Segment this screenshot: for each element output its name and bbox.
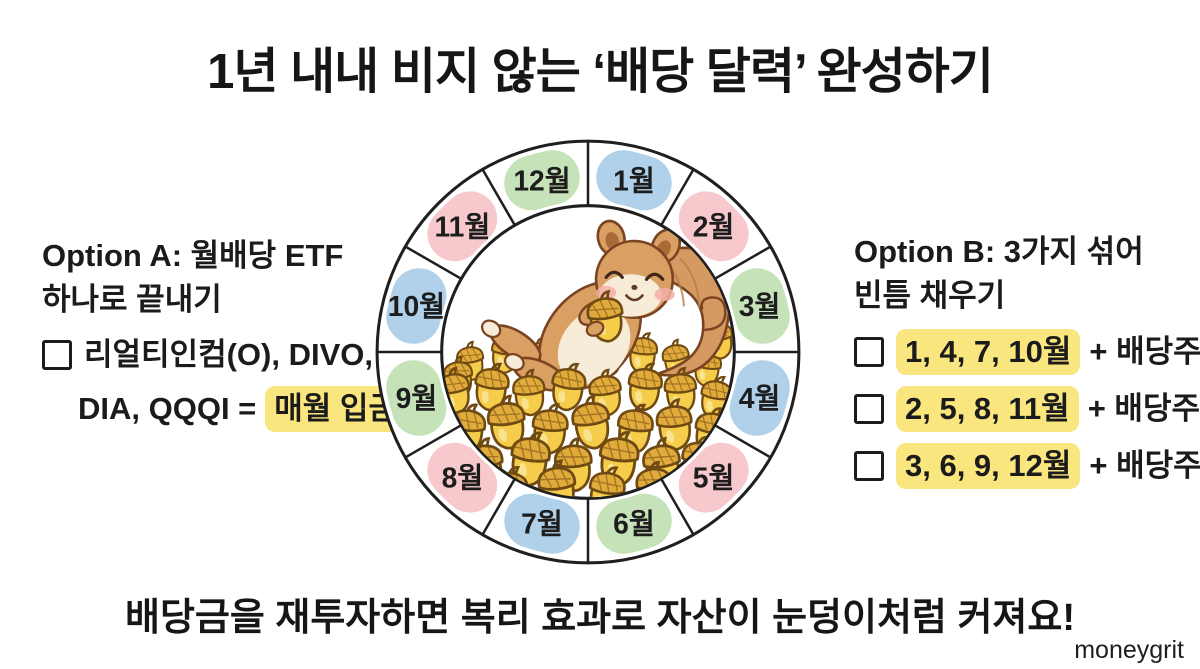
tail-curl	[700, 296, 727, 332]
month-label-3: 3월	[739, 290, 781, 322]
month-label-9: 9월	[396, 382, 438, 414]
month-label-7: 7월	[521, 507, 563, 539]
smile	[625, 294, 644, 302]
option-b-highlight-3: 3, 6, 9, 12월	[896, 443, 1081, 490]
squirrel-foot	[503, 353, 525, 372]
option-a-block: Option A: 월배당 ETF 하나로 끝내기 리얼티인컴(O), DIVO…	[42, 234, 406, 433]
option-a-item-prefix: DIA, QQQI =	[78, 391, 257, 427]
option-b-item-2: 2, 5, 8, 11월 + 배당주	[854, 386, 1200, 433]
wheel-dividers	[377, 141, 799, 563]
month-segment-5	[678, 442, 749, 513]
option-a-heading-line1: Option A: 월배당 ETF	[42, 238, 344, 273]
wheel-divider	[481, 478, 516, 536]
month-label-10: 10월	[388, 290, 445, 322]
option-a-item-text: 리얼티인컴(O), DIVO,	[84, 337, 373, 373]
wheel-divider	[660, 168, 695, 226]
checkbox-icon	[854, 451, 884, 482]
wheel-divider	[404, 245, 462, 280]
checkbox-icon	[854, 337, 884, 368]
checkbox-icon	[854, 394, 884, 425]
option-b-highlight-1: 1, 4, 7, 10월	[896, 329, 1081, 376]
month-label-8: 8월	[442, 461, 484, 493]
wheel-month-labels: 1월 2월 3월 4월 5월 6월 7월 8월 9월 10월 11월 12월	[388, 164, 781, 539]
month-segment-9	[386, 360, 447, 436]
option-b-heading-line1: Option B: 3가지 섞어	[854, 234, 1144, 269]
month-label-5: 5월	[693, 461, 735, 493]
option-b-highlight-2: 2, 5, 8, 11월	[896, 386, 1079, 433]
option-a-heading-line2: 하나로 끝내기	[42, 282, 222, 318]
wheel-divider	[481, 168, 516, 226]
wheel-divider	[404, 424, 462, 459]
squirrel-paw	[585, 320, 605, 337]
squirrel-foot	[480, 319, 502, 339]
blush	[654, 287, 675, 302]
month-segment-3	[729, 268, 790, 344]
option-b-item-1: 1, 4, 7, 10월 + 배당주	[854, 329, 1200, 376]
month-segment-6	[596, 493, 672, 554]
month-label-1: 1월	[613, 164, 655, 196]
month-label-4: 4월	[739, 382, 781, 414]
month-label-11: 11월	[434, 210, 490, 242]
page-title: 1년 내내 비지 않는 ‘배당 달력’ 완성하기	[207, 45, 994, 99]
month-segment-7	[504, 493, 580, 554]
month-segment-4	[729, 360, 790, 436]
closed-eyes	[604, 270, 665, 281]
wheel-svg: 1월 2월 3월 4월 5월 6월 7월 8월 9월 10월 11월 12월	[375, 139, 801, 565]
footer-tagline: 배당금을 재투자하면 복리 효과로 자산이 눈덩이처럼 커져요!	[124, 597, 1075, 639]
wheel-divider	[714, 245, 772, 280]
checkbox-icon	[42, 340, 72, 371]
option-b-item-3: 3, 6, 9, 12월 + 배당주	[854, 443, 1200, 490]
month-label-2: 2월	[693, 210, 735, 242]
option-b-heading-line2: 빈틈 채우기	[854, 278, 1006, 314]
month-segment-12	[504, 150, 580, 211]
month-segment-8	[427, 442, 498, 513]
option-b-suffix-1: + 배당주	[1089, 334, 1200, 370]
nose	[631, 284, 638, 290]
option-b-suffix-3: + 배당주	[1089, 448, 1200, 484]
squirrel-illustration	[442, 219, 734, 498]
option-b-block: Option B: 3가지 섞어 빈틈 채우기 1, 4, 7, 10월 + 배…	[854, 230, 1200, 490]
month-segment-2	[678, 191, 749, 262]
month-label-12: 12월	[513, 164, 570, 196]
dividend-calendar-wheel: 1월 2월 3월 4월 5월 6월 7월 8월 9월 10월 11월 12월	[366, 130, 810, 574]
wheel-divider	[660, 478, 695, 536]
option-a-item-line2: DIA, QQQI = 매월 입금	[78, 386, 406, 433]
month-segment-11	[427, 191, 498, 262]
month-segment-1	[596, 150, 672, 211]
watermark: moneygrit	[1074, 636, 1184, 664]
option-a-item: 리얼티인컴(O), DIVO,	[42, 333, 382, 377]
wheel-divider	[714, 424, 772, 459]
wheel-month-patches	[386, 150, 790, 554]
month-segment-10	[386, 268, 447, 344]
option-b-suffix-2: + 배당주	[1087, 391, 1200, 427]
month-label-6: 6월	[613, 507, 655, 539]
